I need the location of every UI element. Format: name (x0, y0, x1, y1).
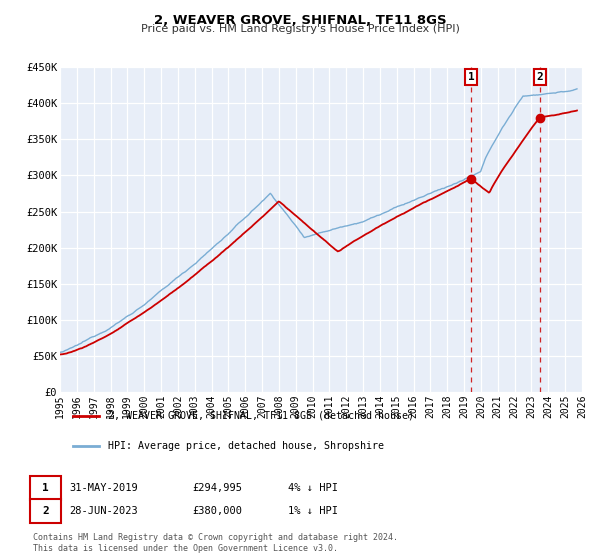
Text: 1% ↓ HPI: 1% ↓ HPI (288, 506, 338, 516)
Text: 2, WEAVER GROVE, SHIFNAL, TF11 8GS (detached house): 2, WEAVER GROVE, SHIFNAL, TF11 8GS (deta… (107, 410, 413, 421)
Text: 2: 2 (536, 72, 543, 82)
Text: Price paid vs. HM Land Registry's House Price Index (HPI): Price paid vs. HM Land Registry's House … (140, 24, 460, 34)
Text: 31-MAY-2019: 31-MAY-2019 (69, 483, 138, 493)
Text: 2, WEAVER GROVE, SHIFNAL, TF11 8GS: 2, WEAVER GROVE, SHIFNAL, TF11 8GS (154, 14, 446, 27)
Text: £294,995: £294,995 (192, 483, 242, 493)
Text: Contains HM Land Registry data © Crown copyright and database right 2024.
This d: Contains HM Land Registry data © Crown c… (33, 533, 398, 553)
Text: 1: 1 (468, 72, 475, 82)
Text: HPI: Average price, detached house, Shropshire: HPI: Average price, detached house, Shro… (107, 441, 383, 451)
Text: 1: 1 (42, 483, 49, 493)
Text: £380,000: £380,000 (192, 506, 242, 516)
Text: 28-JUN-2023: 28-JUN-2023 (69, 506, 138, 516)
Text: 2: 2 (42, 506, 49, 516)
Text: 4% ↓ HPI: 4% ↓ HPI (288, 483, 338, 493)
